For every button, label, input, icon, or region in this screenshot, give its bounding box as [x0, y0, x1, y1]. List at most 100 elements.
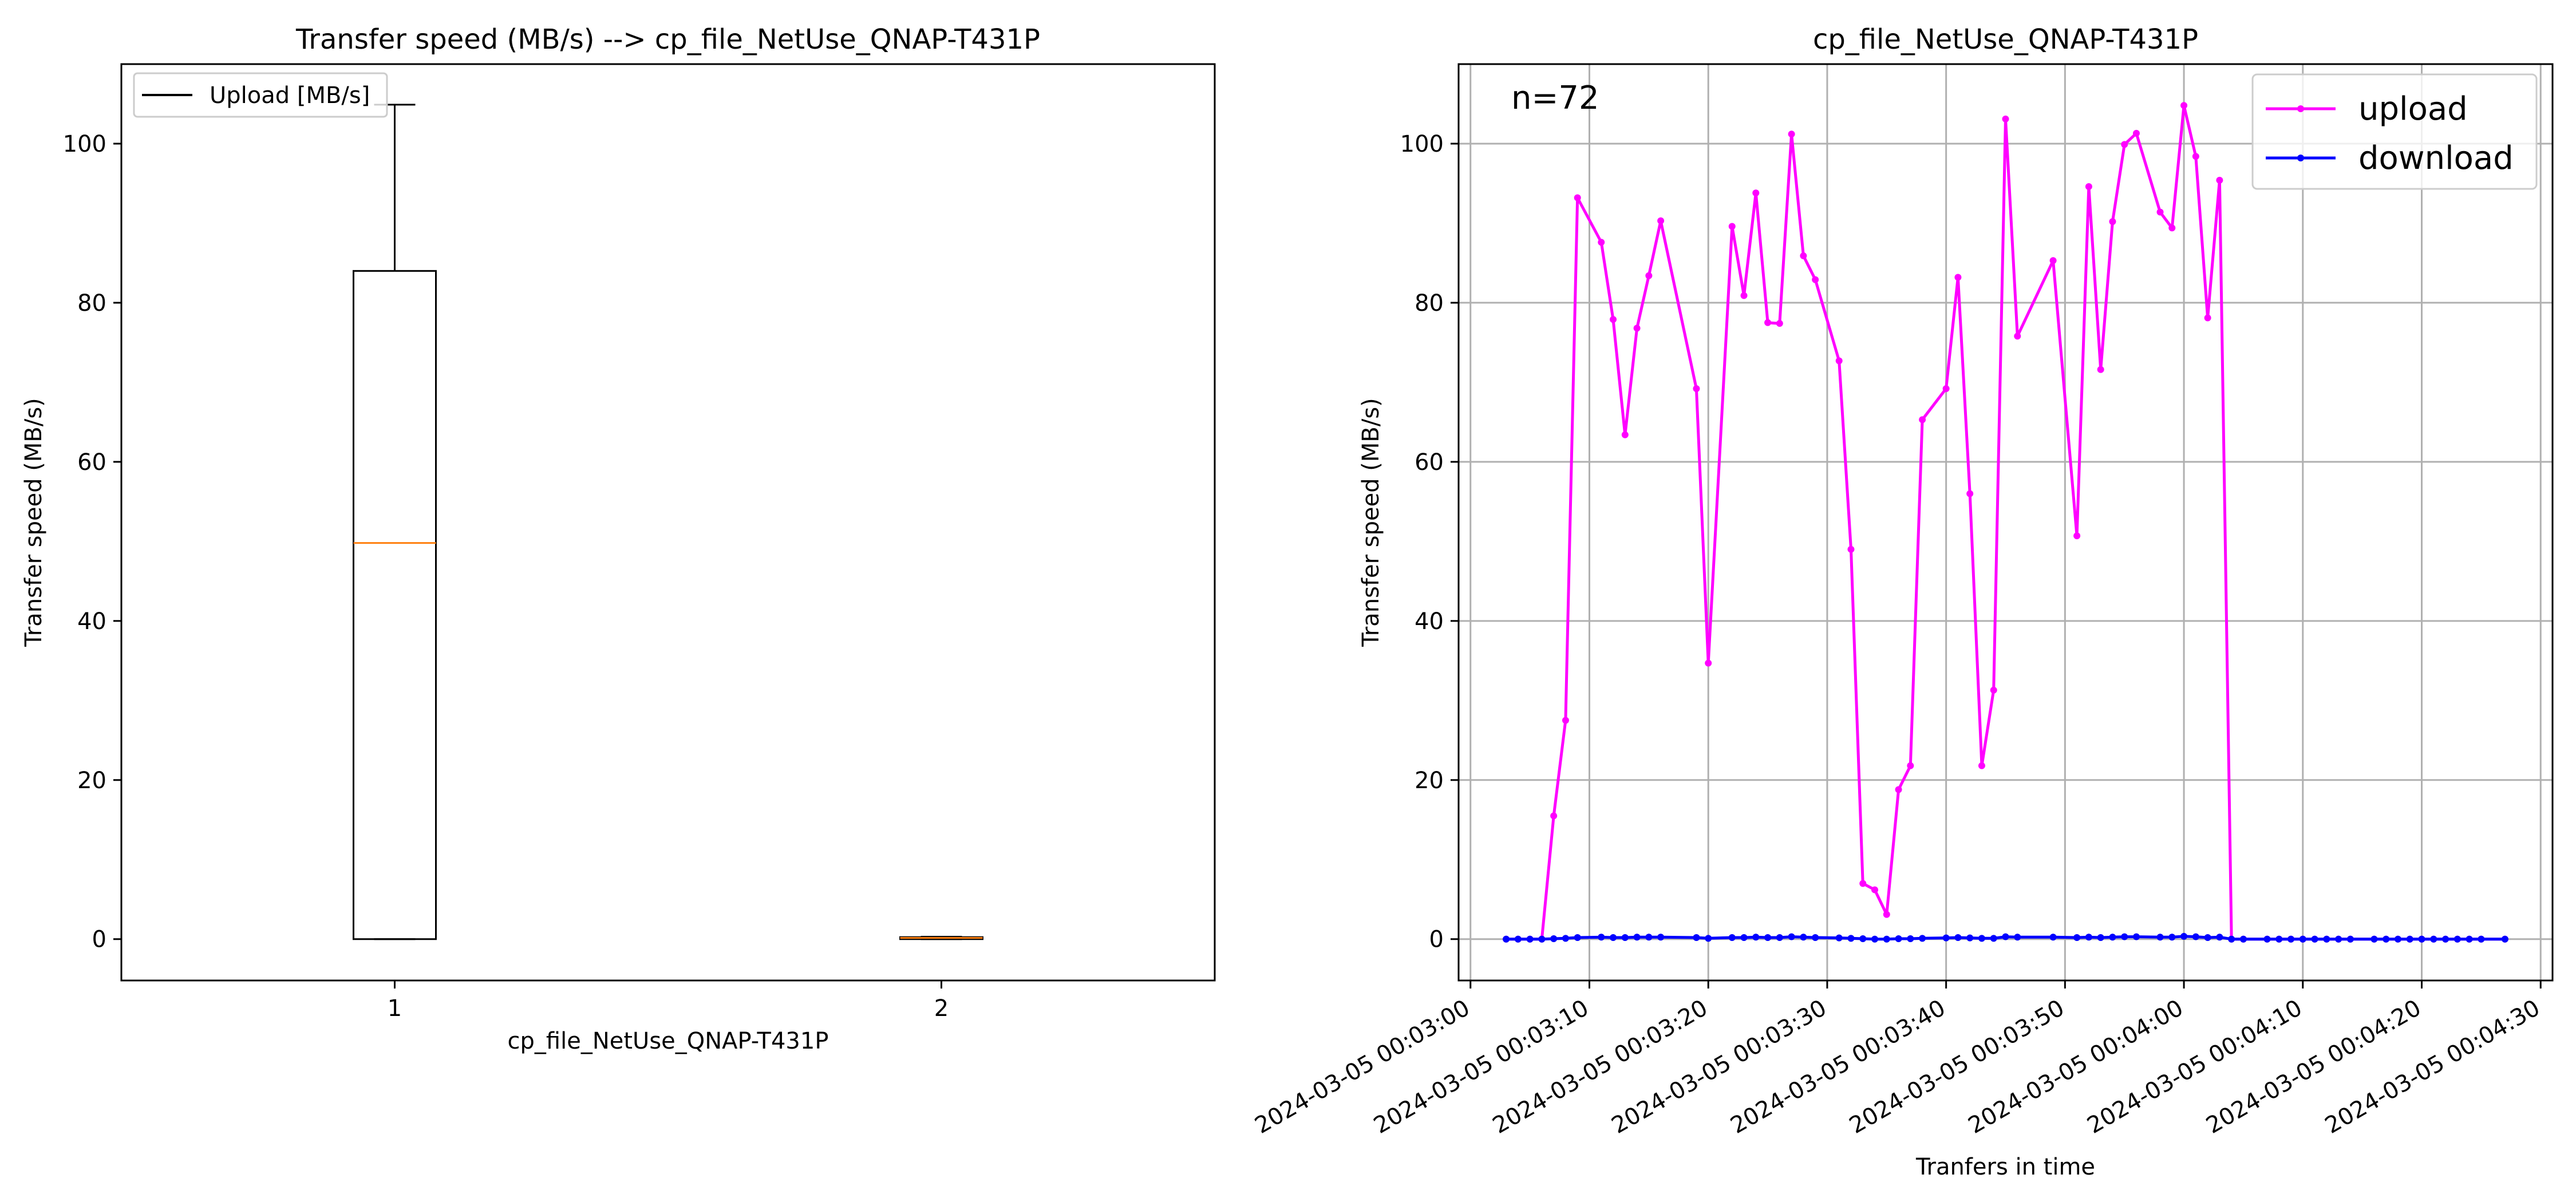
download-point: [1919, 935, 1926, 942]
upload-point: [1776, 320, 1783, 327]
download-point: [1883, 935, 1890, 943]
legend-marker-upload: [2297, 105, 2304, 112]
download-point: [1788, 933, 1795, 940]
upload-point: [1942, 385, 1950, 393]
upload-point: [1919, 416, 1926, 424]
download-point: [1621, 934, 1629, 941]
line-chart-legend: upload download: [2251, 73, 2538, 190]
download-point: [1764, 934, 1772, 941]
download-point: [2370, 935, 2378, 943]
download-point: [2406, 935, 2413, 943]
x-tick-label: 2024-03-05 00:04:20: [2202, 995, 2425, 1139]
x-tick-label: 2024-03-05 00:04:10: [2083, 995, 2306, 1139]
line-chart-legend-items: upload download: [2266, 90, 2514, 177]
x-tick-label: 2024-03-05 00:03:30: [1607, 995, 1831, 1139]
upload-point: [1574, 194, 1581, 201]
download-point: [1740, 934, 1748, 941]
download-point: [1574, 934, 1581, 941]
y-tick-label: 100: [1400, 131, 1444, 157]
legend-label-download: download: [2358, 140, 2514, 177]
download-point: [2335, 935, 2342, 943]
download-point: [1812, 934, 1819, 941]
download-point: [2383, 935, 2390, 943]
download-point: [1538, 935, 1546, 943]
download-point: [1514, 935, 1522, 943]
download-point: [2228, 935, 2235, 943]
x-tick-label: 2024-03-05 00:03:10: [1369, 995, 1593, 1139]
line-chart-grid: [1459, 64, 2553, 980]
upload-point: [2073, 532, 2081, 540]
line-chart-series: [1503, 102, 2508, 943]
download-point: [2109, 934, 2116, 941]
download-point: [2073, 934, 2081, 941]
download-point: [1800, 934, 1807, 941]
boxplot-legend-label: Upload [MB/s]: [210, 82, 370, 109]
download-point: [2442, 935, 2449, 943]
download-point: [1550, 935, 1558, 943]
boxplot-axes-frame: [120, 63, 1216, 982]
upload-point: [1954, 274, 1962, 281]
download-point: [2275, 935, 2283, 943]
upload-point: [1871, 886, 1879, 893]
download-point: [2418, 935, 2425, 943]
line-chart-legend-box: [2251, 73, 2538, 190]
x-tick-label: 2024-03-05 00:03:50: [1845, 995, 2069, 1139]
upload-point: [2132, 129, 2140, 137]
boxplot-chart: Transfer speed (MB/s) --> cp_file_NetUse…: [21, 23, 1216, 1054]
boxplot-x-axis-label: cp_file_NetUse_QNAP-T431P: [508, 1028, 829, 1054]
upload-point: [1645, 272, 1653, 279]
download-point: [2085, 934, 2092, 941]
download-point: [1954, 934, 1962, 941]
boxplot-boxes: [353, 104, 983, 940]
download-point: [1633, 934, 1641, 941]
download-point: [2002, 933, 2009, 940]
upload-point: [2121, 141, 2128, 148]
line-chart-axes-frame: [1457, 63, 2554, 982]
download-point: [2453, 935, 2461, 943]
download-point: [1645, 934, 1653, 941]
upload-point: [2180, 102, 2188, 109]
upload-point: [2192, 153, 2199, 160]
upload-point: [1752, 189, 1760, 197]
upload-point: [2156, 208, 2164, 216]
download-point: [2180, 932, 2188, 940]
download-point: [2121, 933, 2128, 940]
download-point: [1990, 935, 1997, 942]
download-point: [2466, 935, 2473, 943]
download-point: [2168, 934, 2176, 941]
upload-point: [2168, 224, 2176, 232]
download-point: [1752, 934, 1760, 941]
upload-point: [1610, 316, 1617, 323]
download-point: [2501, 935, 2508, 943]
download-point: [1705, 935, 1712, 942]
upload-point: [2014, 333, 2021, 340]
download-point: [1598, 934, 1605, 941]
download-point: [1562, 935, 1569, 942]
upload-point: [2002, 115, 2009, 122]
download-point: [2478, 935, 2485, 943]
download-point: [1847, 935, 1855, 942]
upload-point: [1657, 217, 1665, 224]
download-point: [2132, 933, 2140, 940]
upload-point: [1895, 786, 1902, 793]
upload-point: [1990, 686, 1997, 694]
sample-count-annotation: n=72: [1511, 80, 1599, 117]
download-point: [1503, 935, 1510, 943]
upload-point: [1835, 357, 1843, 365]
upload-point: [2085, 183, 2092, 191]
upload-point: [2097, 366, 2104, 373]
upload-point: [1740, 292, 1748, 299]
box-iqr: [353, 270, 437, 940]
upload-point: [2049, 257, 2057, 264]
download-point: [2156, 934, 2164, 941]
y-tick-label: 20: [77, 768, 106, 794]
upload-point: [1621, 431, 1629, 438]
upload-point: [1705, 659, 1712, 667]
download-point: [1526, 935, 1534, 943]
upload-point: [2216, 176, 2223, 184]
download-point: [1693, 934, 1700, 941]
upload-point: [1966, 490, 1974, 497]
upload-point: [1788, 131, 1795, 138]
y-tick-label: 80: [1415, 290, 1444, 317]
